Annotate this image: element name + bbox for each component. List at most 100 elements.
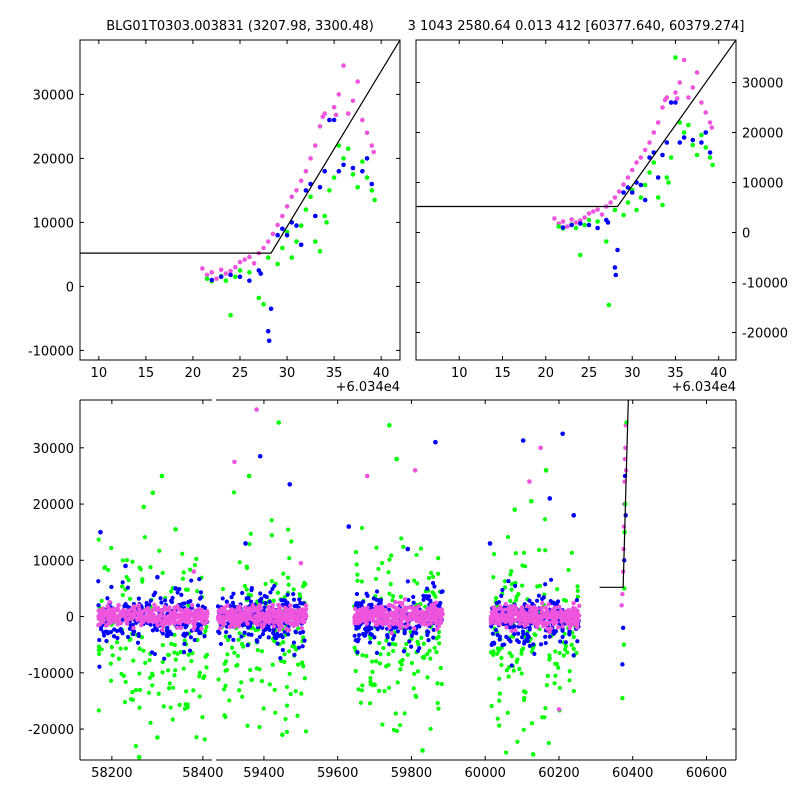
data-point-pink [499,611,505,616]
data-point-green [547,656,552,661]
data-point-green [281,571,286,576]
data-point-pink [284,204,290,209]
data-point-blue [552,602,558,607]
data-point-green [302,580,307,585]
data-point-pink [223,271,229,276]
data-point-blue [560,225,566,230]
data-point-pink [276,622,281,627]
data-point-green [137,687,143,693]
data-point-green [556,224,562,229]
data-point-green [244,564,249,569]
data-point-pink [155,608,160,613]
data-point-green [569,550,574,555]
data-point-pink [221,607,227,612]
data-point-green [232,650,237,655]
data-point-blue [218,274,224,280]
data-point-pink [489,609,495,615]
data-point-pink [115,621,120,627]
data-point-green [638,195,644,200]
data-point-green [378,652,383,657]
data-point-blue [144,600,149,606]
data-point-pink [152,619,157,624]
data-point-pink [434,620,440,625]
data-point-green [182,638,187,643]
data-point-blue [287,482,293,487]
data-point-green [275,590,281,595]
data-point-pink [500,618,506,623]
data-point-blue [151,592,156,598]
data-point-pink [371,618,376,624]
data-point-green [567,669,572,674]
data-point-pink [660,105,665,110]
data-point-pink [365,605,370,610]
data-point-green [123,646,129,651]
data-point-green [271,598,276,603]
data-point-pink [556,707,562,712]
data-point-green [142,535,147,540]
data-point-pink [387,625,392,630]
data-point-pink [548,626,554,631]
y-tick-label: 10000 [33,216,74,231]
data-point-blue [286,632,291,637]
data-point-pink [254,407,259,412]
data-point-green [189,658,194,664]
data-point-blue [527,625,532,630]
data-point-green [437,641,442,646]
data-point-pink [228,268,233,274]
data-point-green [120,558,125,563]
data-point-green [499,662,504,668]
data-point-blue [350,165,356,171]
data-point-green [664,175,670,180]
data-point-pink [183,615,188,621]
data-point-blue [279,598,284,603]
data-point-green [418,546,424,551]
data-point-pink [564,609,569,614]
data-point-blue [569,222,574,228]
data-point-green [647,170,652,175]
data-point-blue [612,265,618,270]
data-point-green [269,533,275,538]
data-point-pink [301,617,306,623]
data-point-green [102,564,108,570]
data-point-pink [422,622,427,627]
panel-full-lightcurve: 58200 58400 59400 59600 59800 60000 60200 60400… [28,397,737,781]
data-point-green [575,588,580,594]
data-point-green [377,640,382,646]
data-point-blue [385,632,390,638]
data-point-pink [384,617,389,622]
data-point-blue [327,117,332,123]
data-point-green [586,217,592,223]
data-point-green [520,563,525,568]
data-point-blue [512,632,517,637]
data-point-green [237,688,242,693]
data-point-blue [169,632,174,637]
data-point-blue [125,634,131,640]
data-point-green [364,653,369,659]
data-point-blue [197,630,202,636]
data-point-blue [437,603,442,608]
data-point-green [173,527,178,532]
data-point-green [140,579,145,584]
data-point-blue [595,225,600,231]
data-point-blue [499,593,504,598]
data-point-pink [199,626,204,631]
data-point-pink [194,610,199,616]
data-point-blue [303,188,309,193]
data-point-blue [280,226,285,232]
data-point-pink [439,609,444,614]
data-point-green [299,691,304,696]
data-point-pink [197,613,203,619]
data-point-blue [395,629,401,634]
data-point-pink [253,619,258,624]
data-point-green [273,710,278,715]
data-point-green [237,631,242,636]
data-point-blue [369,181,375,187]
data-point-green [160,670,165,675]
data-point-blue [514,638,520,643]
data-point-green [284,684,290,690]
data-point-blue [182,650,187,655]
data-point-blue [508,639,513,644]
data-point-blue [165,633,170,639]
data-point-green [257,667,262,672]
data-point-green [368,682,373,687]
